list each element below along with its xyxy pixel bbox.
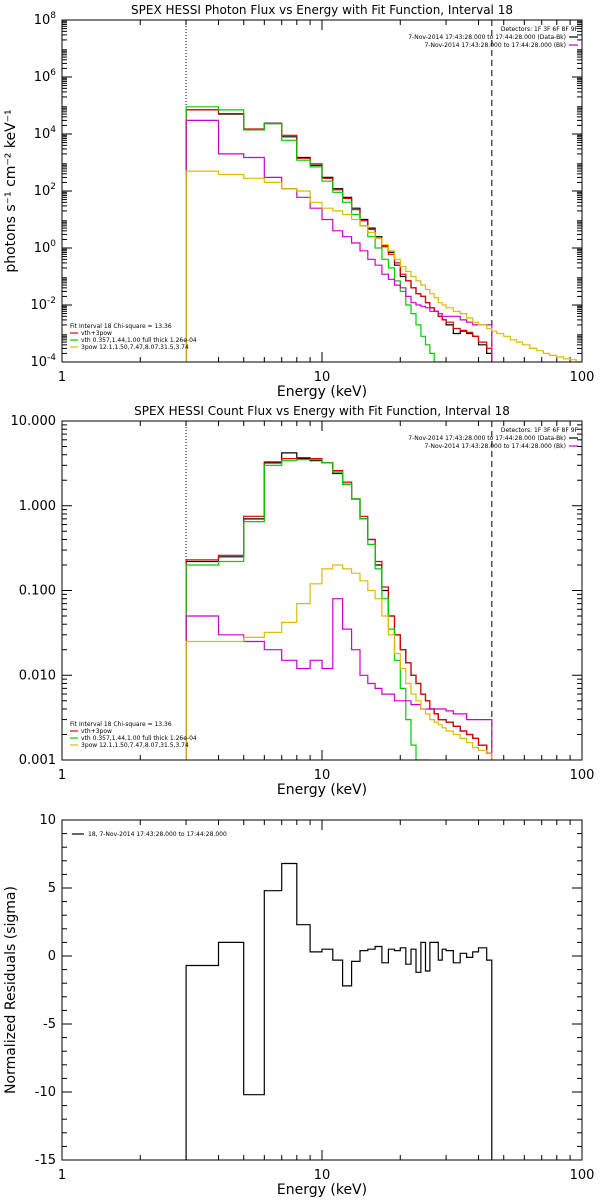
y-tick-base: 10 xyxy=(34,13,51,28)
fit-legend-label: 3pow 12.1,1.50,7.47,8.07,31.5,3.74 xyxy=(81,742,189,749)
panel-title: SPEX HESSI Count Flux vs Energy with Fit… xyxy=(134,404,510,418)
legend-entry-label: 7-Nov-2014 17:43:28.000 to 17:44:28.000 … xyxy=(408,34,566,41)
y-tick-label: 102 xyxy=(34,182,56,199)
y-tick-base: 10 xyxy=(30,298,47,313)
x-tick-label: 100 xyxy=(570,1168,595,1183)
y-tick-label: 100 xyxy=(34,239,57,256)
series-group xyxy=(185,106,582,362)
plot-frame xyxy=(61,420,583,761)
x-tick-label: 10 xyxy=(314,370,331,385)
x-tick-label: 10 xyxy=(314,768,331,783)
y-tick-label: 0 xyxy=(48,949,56,964)
y-tick-label: 0.001 xyxy=(19,753,56,768)
legend-header: Detectors: 1F 3F 6F 8F 9F xyxy=(501,26,579,33)
y-axis-label: Normalized Residuals (sigma) xyxy=(3,886,19,1094)
fit-legend-header: Fit Interval 18 Chi-square = 13.36 xyxy=(70,721,172,728)
y-tick-label: 10.000 xyxy=(11,414,57,429)
fit-legend-header: Fit Interval 18 Chi-square = 13.36 xyxy=(70,323,172,330)
y-tick-exponent: 8 xyxy=(50,11,56,21)
y-tick-label: 1.000 xyxy=(19,499,56,514)
y-tick-base: 10 xyxy=(34,184,51,199)
y-axis-label: photons s⁻¹ cm⁻² keV⁻¹ xyxy=(3,109,19,272)
y-tick-label: 10-4 xyxy=(30,353,56,370)
y-tick-base: 10 xyxy=(34,241,51,256)
y-tick-label: 104 xyxy=(34,125,57,142)
y-tick-label: 108 xyxy=(34,11,57,28)
y-tick-label: -10 xyxy=(35,1085,56,1100)
y-tick-base: 10 xyxy=(34,127,51,142)
y-tick-label: 0.100 xyxy=(19,584,56,599)
series-line-4 xyxy=(185,564,493,760)
y-tick-base: 10 xyxy=(34,70,51,85)
y-tick-base: 10 xyxy=(30,355,47,370)
x-tick-label: 1 xyxy=(58,768,66,783)
x-axis-label: Energy (keV) xyxy=(277,1182,367,1198)
legend-entry-label: 18, 7-Nov-2014 17:43:28.000 to 17:44:28.… xyxy=(88,831,227,838)
plot-frame xyxy=(61,819,583,1161)
x-axis-label: Energy (keV) xyxy=(277,384,367,400)
series-group xyxy=(185,862,493,1160)
x-axis-label: Energy (keV) xyxy=(277,782,367,798)
plot-frame xyxy=(61,19,583,363)
y-tick-exponent: 6 xyxy=(50,68,56,78)
fit-legend-label: vth 0.357,1.44,1.00 full thick 1.26e-04 xyxy=(81,337,197,344)
series-line-0 xyxy=(185,862,493,1160)
legend-header: Detectors: 1F 3F 6F 8F 9F xyxy=(501,427,579,434)
series-line-1 xyxy=(185,109,493,362)
y-tick-exponent: 2 xyxy=(50,182,56,192)
series-line-4 xyxy=(185,170,582,362)
y-tick-label: 0.010 xyxy=(19,668,56,683)
x-tick-label: 1 xyxy=(58,1168,66,1183)
series-line-2 xyxy=(185,459,430,760)
y-tick-label: 5 xyxy=(48,881,56,896)
legend-entry-label: 7-Nov-2014 17:43:28.000 to 17:44:28.000 … xyxy=(408,435,566,442)
legend-entry-label: 7-Nov-2014 17:43:28.000 to 17:44:28.000 … xyxy=(424,443,566,450)
fit-legend-label: vth+3pow xyxy=(81,330,112,337)
y-tick-label: 10-2 xyxy=(30,296,56,313)
y-tick-exponent: -2 xyxy=(47,296,56,306)
y-tick-label: -5 xyxy=(43,1017,56,1032)
panel-title: SPEX HESSI Photon Flux vs Energy with Fi… xyxy=(131,3,513,17)
residuals-panel: Energy (keV) Normalized Residuals (sigma)… xyxy=(3,813,594,1198)
y-tick-label: 10 xyxy=(39,813,56,828)
series-line-1 xyxy=(185,457,493,760)
fit-legend-label: vth+3pow xyxy=(81,728,112,735)
fit-legend-label: 3pow 12.1,1.50,7.47,8.07,31.5,3.74 xyxy=(81,344,189,351)
photon-flux-panel: SPEX HESSI Photon Flux vs Energy with Fi… xyxy=(3,3,594,400)
series-line-3 xyxy=(185,598,493,760)
legend-entry-label: 7-Nov-2014 17:43:28.000 to 17:44:28.000 … xyxy=(424,42,566,49)
y-tick-exponent: 0 xyxy=(50,239,56,249)
x-tick-label: 100 xyxy=(570,370,595,385)
x-tick-label: 1 xyxy=(58,370,66,385)
y-tick-exponent: -4 xyxy=(47,353,56,363)
count-flux-panel: SPEX HESSI Count Flux vs Energy with Fit… xyxy=(11,404,595,798)
series-group xyxy=(185,452,493,760)
y-tick-exponent: 4 xyxy=(50,125,56,135)
series-line-3 xyxy=(185,119,493,362)
x-tick-label: 10 xyxy=(314,1168,331,1183)
x-tick-label: 100 xyxy=(570,768,595,783)
fit-legend-label: vth 0.357,1.44,1.00 full thick 1.26e-04 xyxy=(81,735,197,742)
y-tick-label: -15 xyxy=(35,1153,56,1168)
y-tick-label: 106 xyxy=(34,68,57,85)
